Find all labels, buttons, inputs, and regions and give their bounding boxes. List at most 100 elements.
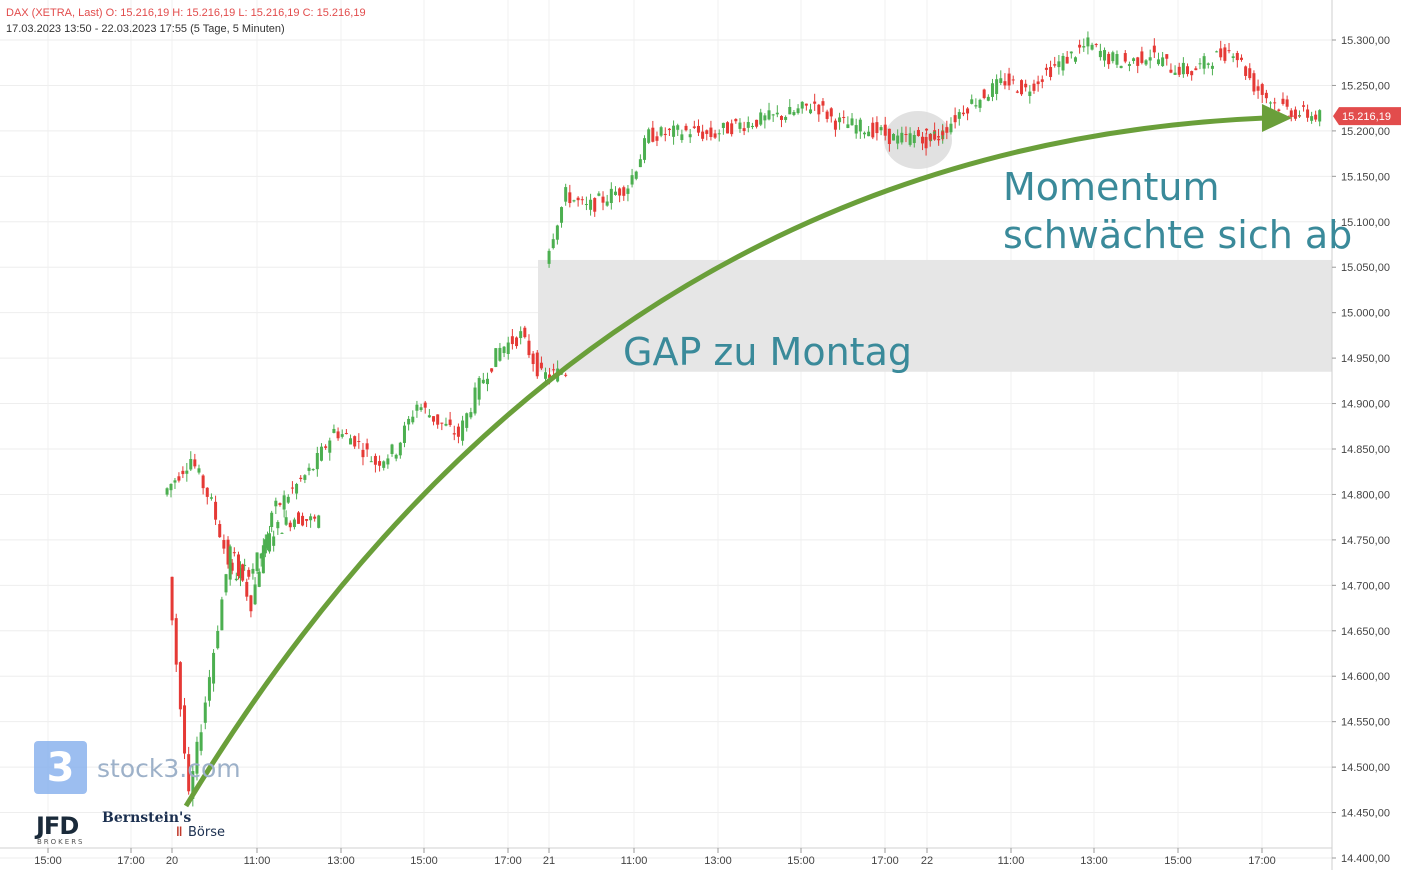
candle-body [245, 581, 249, 597]
x-tick-label: 11:00 [621, 855, 648, 867]
candle-body [1190, 71, 1194, 76]
y-tick-label: 14.650,00 [1341, 626, 1390, 638]
candle-body [178, 662, 182, 710]
candle-body [189, 459, 193, 470]
candle-body [353, 436, 357, 447]
candle-body [1223, 47, 1227, 61]
candle-body [813, 101, 817, 104]
candle-body [1094, 44, 1098, 46]
candle-body [415, 404, 419, 411]
candle-body [800, 101, 804, 109]
candle-body [290, 487, 294, 489]
candle-body [390, 444, 394, 454]
candle-body [1098, 50, 1102, 58]
candle-body [236, 554, 240, 577]
candle-body [174, 618, 178, 665]
candle-body [1202, 56, 1206, 69]
candle-body [216, 630, 220, 649]
jfd-logo: JFD [36, 812, 79, 840]
candle-body [1281, 98, 1285, 104]
candle-body [1136, 57, 1140, 66]
candle-body [249, 595, 253, 612]
candle-body [1044, 67, 1048, 70]
y-tick-label: 14.400,00 [1341, 853, 1390, 865]
candle-body [340, 434, 344, 437]
candle-body [311, 469, 315, 471]
candle-body [247, 569, 251, 577]
candle-body [282, 495, 286, 510]
candle-body [1028, 91, 1032, 97]
y-tick-label: 14.550,00 [1341, 717, 1390, 729]
candle-body [207, 677, 211, 701]
candle-body [900, 132, 904, 143]
candle-body [1173, 72, 1177, 75]
period-header: 17.03.2023 13:50 - 22.03.2023 17:55 (5 T… [6, 23, 285, 35]
x-tick-label: 15:00 [787, 855, 815, 867]
candle-body [775, 112, 779, 115]
candle-body [284, 517, 288, 525]
candle-body [833, 120, 837, 130]
candle-body [1277, 109, 1281, 111]
candle-body [365, 443, 369, 450]
candle-body [788, 106, 792, 115]
candle-body [1231, 56, 1235, 59]
y-tick-label: 14.950,00 [1341, 353, 1390, 365]
candle-body [539, 362, 543, 369]
y-tick-label: 15.100,00 [1341, 217, 1390, 229]
candle-body [821, 101, 825, 106]
candle-body [506, 342, 510, 354]
candle-body [1293, 109, 1297, 119]
candle-body [696, 125, 700, 133]
candle-body [576, 197, 580, 201]
candle-body [966, 108, 970, 114]
candle-body [407, 418, 411, 425]
candle-body [986, 96, 990, 101]
candle-body [261, 545, 265, 574]
candle-body [1318, 110, 1322, 122]
candle-body [721, 122, 725, 128]
instrument-header: DAX (XETRA, Last) O: 15.216,19 H: 15.216… [6, 7, 366, 19]
candle-body [220, 599, 224, 631]
candle-body [502, 346, 506, 354]
candle-body [945, 127, 949, 133]
y-tick-label: 14.500,00 [1341, 762, 1390, 774]
x-tick-label: 15:00 [1164, 855, 1192, 867]
x-tick-label: 13:00 [1080, 855, 1108, 867]
candle-body [916, 129, 920, 137]
candle-body [597, 193, 601, 196]
candle-body [730, 123, 734, 135]
candle-body [974, 105, 978, 107]
candle-body [1248, 68, 1252, 79]
candle-body [181, 470, 185, 475]
candle-body [212, 652, 216, 684]
y-tick-label: 14.450,00 [1341, 808, 1390, 820]
y-tick-label: 14.600,00 [1341, 671, 1390, 683]
candle-body [978, 99, 982, 108]
candle-body [344, 433, 348, 435]
candle-body [937, 136, 941, 138]
x-tick-label: 13:00 [327, 855, 355, 867]
candle-body [784, 116, 788, 120]
candle-body [701, 131, 705, 139]
candle-body [481, 379, 485, 384]
candle-body [1156, 59, 1160, 65]
candle-body [313, 516, 317, 519]
candle-body [319, 446, 323, 461]
candle-body [551, 239, 555, 249]
candle-body [713, 133, 717, 138]
candle-body [432, 416, 436, 422]
candle-body [925, 128, 929, 131]
candle-body [286, 496, 290, 503]
candle-body [1165, 54, 1169, 59]
candle-body [676, 125, 680, 130]
candle-body [1264, 92, 1268, 99]
candle-body [201, 475, 205, 489]
y-tick-label: 15.300,00 [1341, 35, 1390, 47]
candle-body [292, 519, 296, 528]
candle-body [177, 476, 181, 481]
candle-body [867, 131, 871, 137]
candle-body [274, 500, 278, 507]
candle-body [792, 112, 796, 115]
candle-body [1306, 109, 1310, 118]
boerse-logo: Börse [188, 825, 225, 840]
